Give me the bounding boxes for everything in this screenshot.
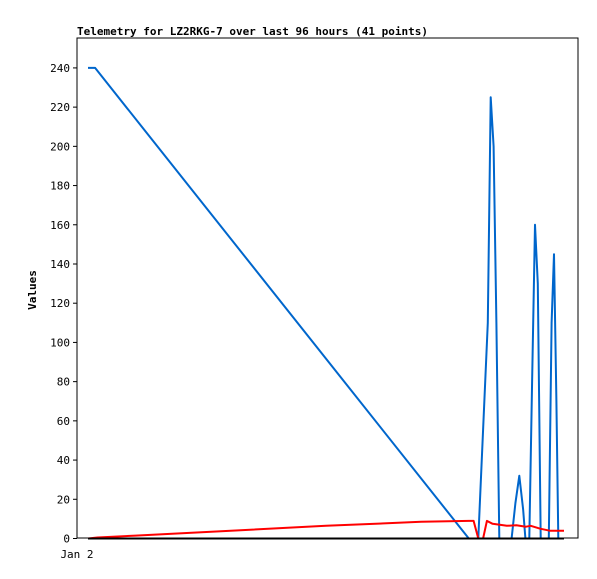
y-tick-label: 180 [50, 180, 70, 193]
chart-title: Telemetry for LZ2RKG-7 over last 96 hour… [77, 25, 428, 38]
y-tick-label: 160 [50, 219, 70, 232]
series-layer [87, 66, 564, 540]
plot-area-frame [76, 37, 579, 539]
y-tick-label: 20 [57, 493, 70, 506]
y-axis-title: Values [26, 270, 39, 310]
y-tick-label: 200 [50, 140, 70, 153]
x-tick-label: Jan 2 [60, 548, 93, 561]
y-tick-label: 240 [50, 62, 70, 75]
y-tick-label: 120 [50, 297, 70, 310]
y-tick-label: 220 [50, 101, 70, 114]
y-tick-label: 140 [50, 258, 70, 271]
x-axis-ticks: Jan 2 [60, 548, 93, 561]
y-tick-label: 60 [57, 415, 70, 428]
y-tick-label: 40 [57, 454, 70, 467]
y-tick-label: 80 [57, 376, 70, 389]
series-line-0 [88, 66, 561, 540]
y-tick-label: 100 [50, 336, 70, 349]
y-axis-ticks: 0 20 40 60 80 100 120 140 160 180 200 220 240 [50, 62, 77, 546]
y-tick-label: 0 [63, 533, 70, 546]
